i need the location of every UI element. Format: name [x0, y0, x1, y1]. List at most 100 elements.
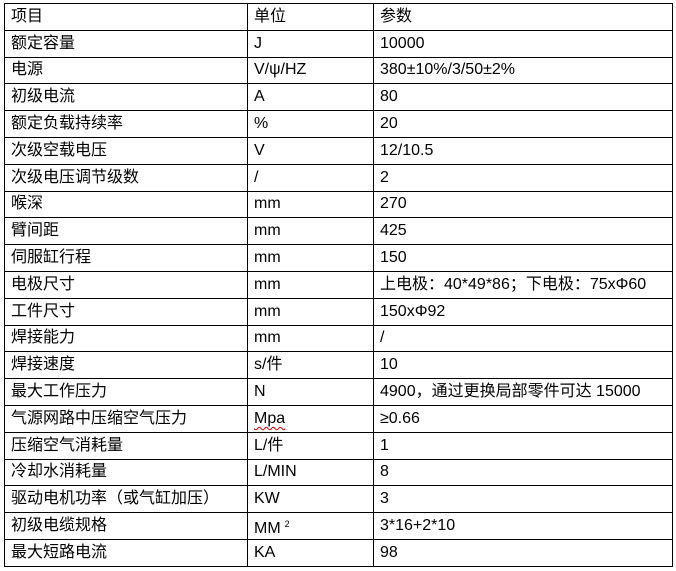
table-row: 伺服缸行程 mm 150 — [4, 244, 673, 272]
param-text: 425 — [380, 222, 407, 240]
param-text: 80 — [380, 88, 398, 106]
table-row: 工件尺寸 mm 150xΦ92 — [4, 297, 673, 326]
table-row: 焊接能力 mm / — [4, 324, 673, 353]
param-text: 150 — [380, 249, 407, 267]
unit-text: / — [254, 168, 259, 186]
unit-text: KA — [254, 543, 276, 561]
cell-unit: mm — [247, 324, 374, 353]
header-param: 参数 — [373, 3, 673, 31]
item-text: 伺服缸行程 — [11, 249, 92, 267]
item-text: 最大短路电流 — [11, 543, 108, 561]
table-row: 喉深 mm 270 — [4, 190, 673, 219]
unit-text: V — [254, 141, 265, 159]
cell-unit: mm — [247, 217, 374, 246]
cell-unit: V/ψ/HZ — [247, 56, 374, 85]
param-text: 3*16+2*10 — [380, 517, 456, 535]
cell-param: 4900，通过更换局部零件可达 15000 — [373, 378, 673, 406]
unit-text: Mpa — [254, 409, 286, 427]
cell-param: 150xΦ92 — [373, 297, 673, 326]
cell-unit: % — [247, 110, 374, 138]
table-row: 焊接速度 s/件 10 — [4, 351, 673, 380]
item-text: 工件尺寸 — [11, 302, 76, 320]
unit-text: N — [254, 383, 266, 401]
cell-unit: V — [247, 136, 374, 165]
header-unit: 单位 — [247, 3, 374, 31]
table-row: 臂间距 mm 425 — [4, 217, 673, 246]
param-text: 上电极：40*49*86；下电极：75xΦ60 — [380, 275, 647, 293]
cell-param: 270 — [373, 190, 673, 219]
unit-text: mm — [254, 302, 281, 320]
cell-unit: A — [247, 83, 374, 112]
table-row: 最大短路电流 KA 98 — [4, 538, 673, 567]
cell-item: 驱动电机功率（或气缸加压） — [4, 485, 248, 514]
item-text: 冷却水消耗量 — [11, 463, 108, 481]
cell-param: 3*16+2*10 — [373, 512, 673, 540]
unit-text: mm — [254, 249, 281, 267]
table-row: 冷却水消耗量 L/MIN 8 — [4, 458, 673, 487]
param-text: ≥0.66 — [380, 409, 420, 427]
item-text: 气源网路中压缩空气压力 — [11, 409, 188, 427]
cell-item: 最大短路电流 — [4, 538, 248, 567]
table-row: 压缩空气消耗量 L/件 1 — [4, 431, 673, 460]
cell-unit: Mpa — [247, 404, 374, 433]
cell-unit: / — [247, 163, 374, 192]
item-text: 额定负载持续率 — [11, 115, 124, 133]
item-text: 次级空载电压 — [11, 141, 108, 159]
cell-unit: L/MIN — [247, 458, 374, 487]
cell-unit: s/件 — [247, 351, 374, 380]
cell-item: 电源 — [4, 56, 248, 85]
unit-text: L/件 — [254, 436, 284, 454]
param-text: 10 — [380, 356, 398, 374]
cell-unit: mm — [247, 270, 374, 299]
cell-unit: mm — [247, 297, 374, 326]
unit-text: L/MIN — [254, 463, 297, 481]
item-text: 电极尺寸 — [11, 275, 76, 293]
param-text: 8 — [380, 463, 389, 481]
cell-unit: KW — [247, 485, 374, 514]
item-text: 焊接速度 — [11, 356, 76, 374]
param-text: 20 — [380, 115, 398, 133]
item-text: 臂间距 — [11, 222, 60, 240]
table-row: 初级电缆规格 MM 2 3*16+2*10 — [4, 512, 673, 540]
unit-text: mm — [254, 222, 281, 240]
param-text: 98 — [380, 543, 398, 561]
item-text: 喉深 — [11, 195, 44, 213]
param-text: 10000 — [380, 34, 425, 52]
param-text: 12/10.5 — [380, 141, 434, 159]
cell-item: 初级电流 — [4, 83, 248, 112]
unit-text: J — [254, 34, 262, 52]
param-text: 270 — [380, 195, 407, 213]
unit-text: mm — [254, 195, 281, 213]
cell-param: / — [373, 324, 673, 353]
cell-item: 电极尺寸 — [4, 270, 248, 299]
item-text: 额定容量 — [11, 34, 76, 52]
cell-param: 98 — [373, 538, 673, 567]
unit-text: MM — [254, 519, 281, 537]
cell-item: 次级空载电压 — [4, 136, 248, 165]
cell-item: 冷却水消耗量 — [4, 458, 248, 487]
cell-unit: MM 2 — [247, 512, 374, 540]
cell-item: 压缩空气消耗量 — [4, 431, 248, 460]
param-text: 4900，通过更换局部零件可达 15000 — [380, 383, 641, 401]
unit-text: % — [254, 115, 269, 133]
table-row: 最大工作压力 N 4900，通过更换局部零件可达 15000 — [4, 378, 673, 406]
param-text: 3 — [380, 490, 389, 508]
cell-item: 工件尺寸 — [4, 297, 248, 326]
unit-text: KW — [254, 490, 280, 508]
table-row: 次级空载电压 V 12/10.5 — [4, 136, 673, 165]
cell-unit: KA — [247, 538, 374, 567]
table-row: 电源 V/ψ/HZ 380±10%/3/50±2% — [4, 56, 673, 85]
cell-unit: L/件 — [247, 431, 374, 460]
cell-param: ≥0.66 — [373, 404, 673, 433]
cell-param: 2 — [373, 163, 673, 192]
cell-param: 上电极：40*49*86；下电极：75xΦ60 — [373, 270, 673, 299]
item-text: 初级电流 — [11, 88, 76, 106]
cell-item: 初级电缆规格 — [4, 512, 248, 540]
cell-item: 伺服缸行程 — [4, 244, 248, 272]
table-row: 初级电流 A 80 — [4, 83, 673, 112]
param-text: 150xΦ92 — [380, 302, 446, 320]
cell-item: 喉深 — [4, 190, 248, 219]
cell-param: 150 — [373, 244, 673, 272]
param-text: 2 — [380, 168, 389, 186]
cell-param: 10000 — [373, 29, 673, 58]
